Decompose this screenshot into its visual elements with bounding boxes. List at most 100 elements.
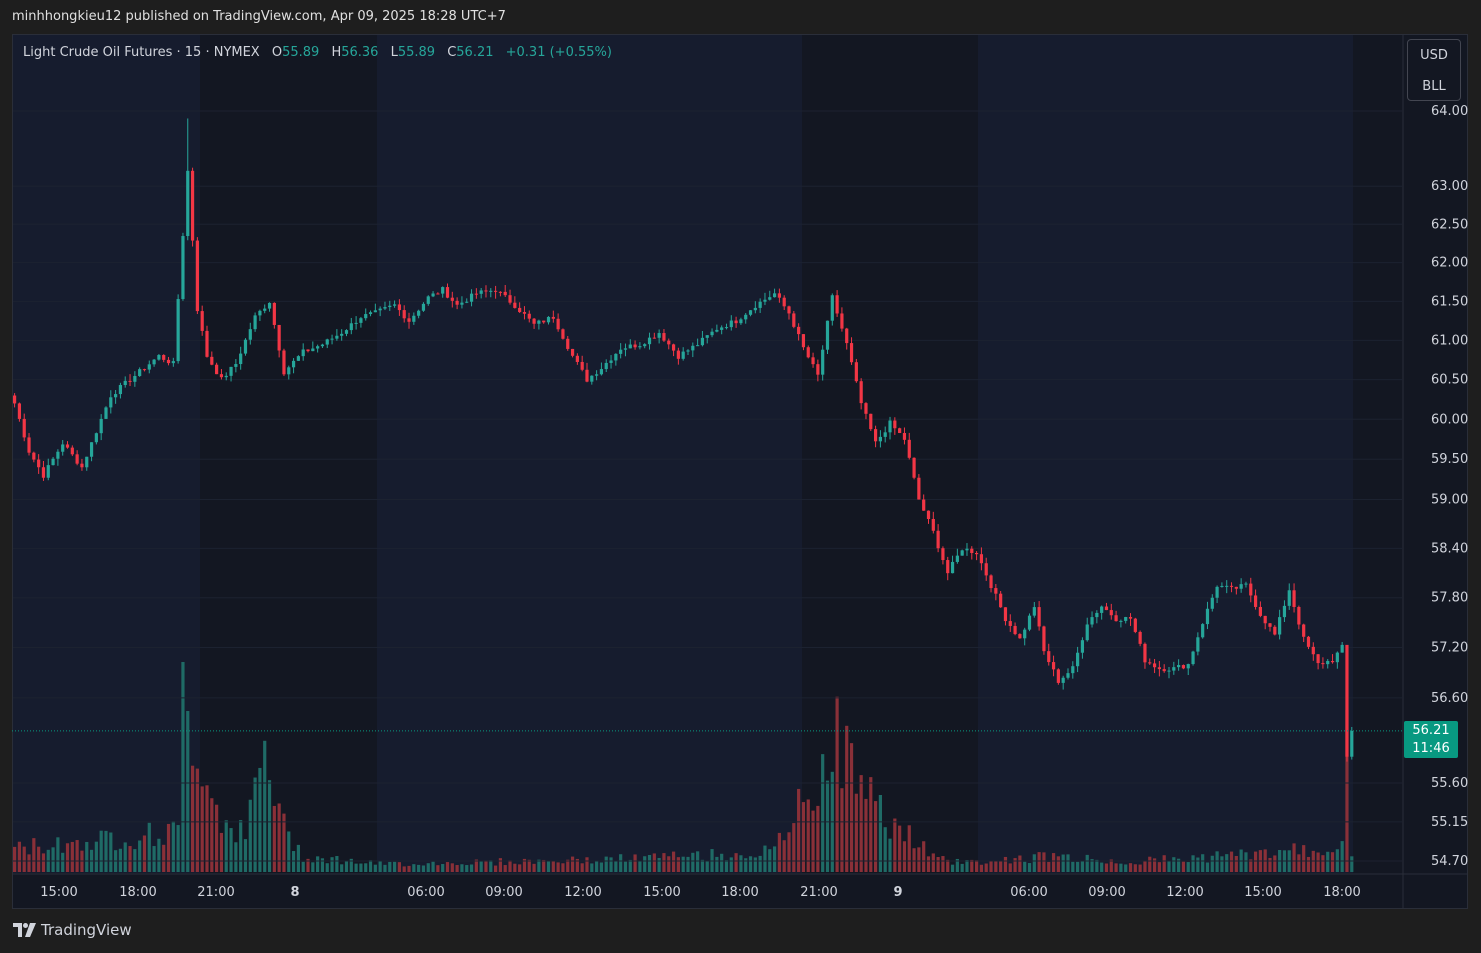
candle-body — [1302, 624, 1306, 637]
unit-label[interactable]: BLL — [1422, 79, 1446, 94]
price-chart[interactable]: 64.00 63.00 62.50 62.00 61.50 61.00 60.50 60.00… — [12, 34, 1468, 909]
volume-bar — [960, 863, 964, 872]
volume-bar — [186, 710, 190, 872]
volume-bar — [917, 847, 921, 872]
candle-body — [984, 563, 988, 576]
candle-body — [1124, 617, 1128, 621]
candle-body — [1133, 618, 1137, 632]
candle-body — [263, 308, 267, 311]
volume-bar — [792, 823, 796, 872]
volume-bar — [878, 794, 882, 872]
candle-body — [686, 350, 690, 352]
volume-bar — [1133, 864, 1137, 872]
candle-body — [931, 518, 935, 531]
volume-bar — [373, 864, 377, 872]
candle-body — [777, 293, 781, 298]
candle-body — [527, 313, 531, 319]
candle-body — [753, 307, 757, 311]
tradingview-footer[interactable]: TradingView — [13, 921, 132, 939]
candle-body — [1253, 595, 1258, 607]
candle-body — [311, 348, 315, 352]
candle-body — [1340, 644, 1344, 653]
candle-body — [1335, 652, 1339, 663]
currency-unit-selector[interactable]: USD BLL — [1407, 39, 1461, 101]
candle-body — [1287, 590, 1291, 606]
close-label: C — [447, 45, 457, 60]
candle-body — [296, 356, 300, 361]
candle-body — [1249, 583, 1253, 596]
candle-body — [147, 364, 151, 370]
volume-bar — [1027, 863, 1032, 872]
candle-body — [388, 305, 392, 308]
volume-bar — [556, 862, 560, 872]
volume-bar — [51, 847, 55, 872]
symbol-name[interactable]: Light Crude Oil Futures · 15 · NYMEX — [23, 45, 260, 60]
volume-bar — [1037, 852, 1041, 872]
tradingview-brand: TradingView — [41, 921, 132, 939]
volume-bar — [1215, 851, 1219, 872]
volume-bar — [724, 860, 729, 872]
volume-bar — [431, 861, 435, 872]
volume-bar — [392, 861, 397, 872]
candle-body — [647, 337, 652, 345]
candle-body — [1018, 634, 1022, 639]
candle-body — [595, 374, 599, 376]
currency-label[interactable]: USD — [1420, 48, 1448, 63]
candle-body — [272, 302, 276, 325]
volume-bar — [397, 862, 401, 872]
candle-body — [469, 293, 474, 302]
candle-body — [421, 303, 426, 311]
volume-bar — [17, 841, 22, 872]
candle-body — [1273, 626, 1277, 635]
candle-body — [1321, 663, 1325, 665]
volume-bar — [1306, 856, 1311, 872]
low-value: 55.89 — [397, 45, 436, 60]
candle-body — [551, 316, 555, 319]
volume-bar — [647, 854, 652, 872]
volume-bar — [162, 844, 166, 872]
volume-bar — [27, 854, 31, 872]
time-tick-label: 18:00 — [1323, 885, 1360, 900]
volume-bar — [686, 856, 690, 872]
time-tick-label: 15:00 — [1244, 885, 1281, 900]
volume-bar — [787, 832, 791, 872]
candle-body — [710, 331, 714, 336]
price-tick-label: 59.00 — [1431, 493, 1468, 508]
candle-body — [373, 310, 377, 313]
high-label: H — [331, 45, 342, 60]
candle-body — [782, 297, 786, 307]
volume-bar — [604, 856, 608, 872]
volume-bar — [85, 841, 89, 872]
candle-body — [734, 320, 738, 324]
price-tick-label: 58.40 — [1431, 541, 1468, 556]
candle-body — [825, 320, 830, 350]
candle-body — [325, 339, 329, 345]
time-tick-label: 15:00 — [643, 885, 680, 900]
volume-bar — [234, 842, 238, 872]
candle-body — [926, 510, 931, 519]
volume-bar — [75, 840, 79, 872]
candle-body — [720, 327, 724, 330]
candle-body — [970, 548, 974, 553]
candle-body — [1297, 606, 1301, 625]
price-tick-label: 54.70 — [1431, 854, 1468, 869]
candle-body — [417, 310, 421, 316]
volume-bar — [898, 825, 902, 872]
candle-body — [657, 333, 661, 338]
candle-body — [445, 287, 450, 298]
volume-bar — [349, 858, 353, 872]
candle-body — [1047, 651, 1051, 663]
volume-bar — [1047, 861, 1051, 872]
candle-body — [94, 433, 98, 443]
volume-bar — [1018, 855, 1022, 872]
volume-bar — [320, 858, 325, 872]
volume-bar — [205, 785, 209, 872]
candle-body — [508, 295, 512, 303]
candle-body — [503, 291, 507, 296]
candle-body — [1061, 677, 1065, 683]
volume-bar — [176, 825, 180, 872]
volume-bar — [325, 863, 329, 872]
candle-body — [133, 376, 137, 382]
candle-body — [349, 323, 353, 331]
volume-bar — [13, 846, 17, 872]
